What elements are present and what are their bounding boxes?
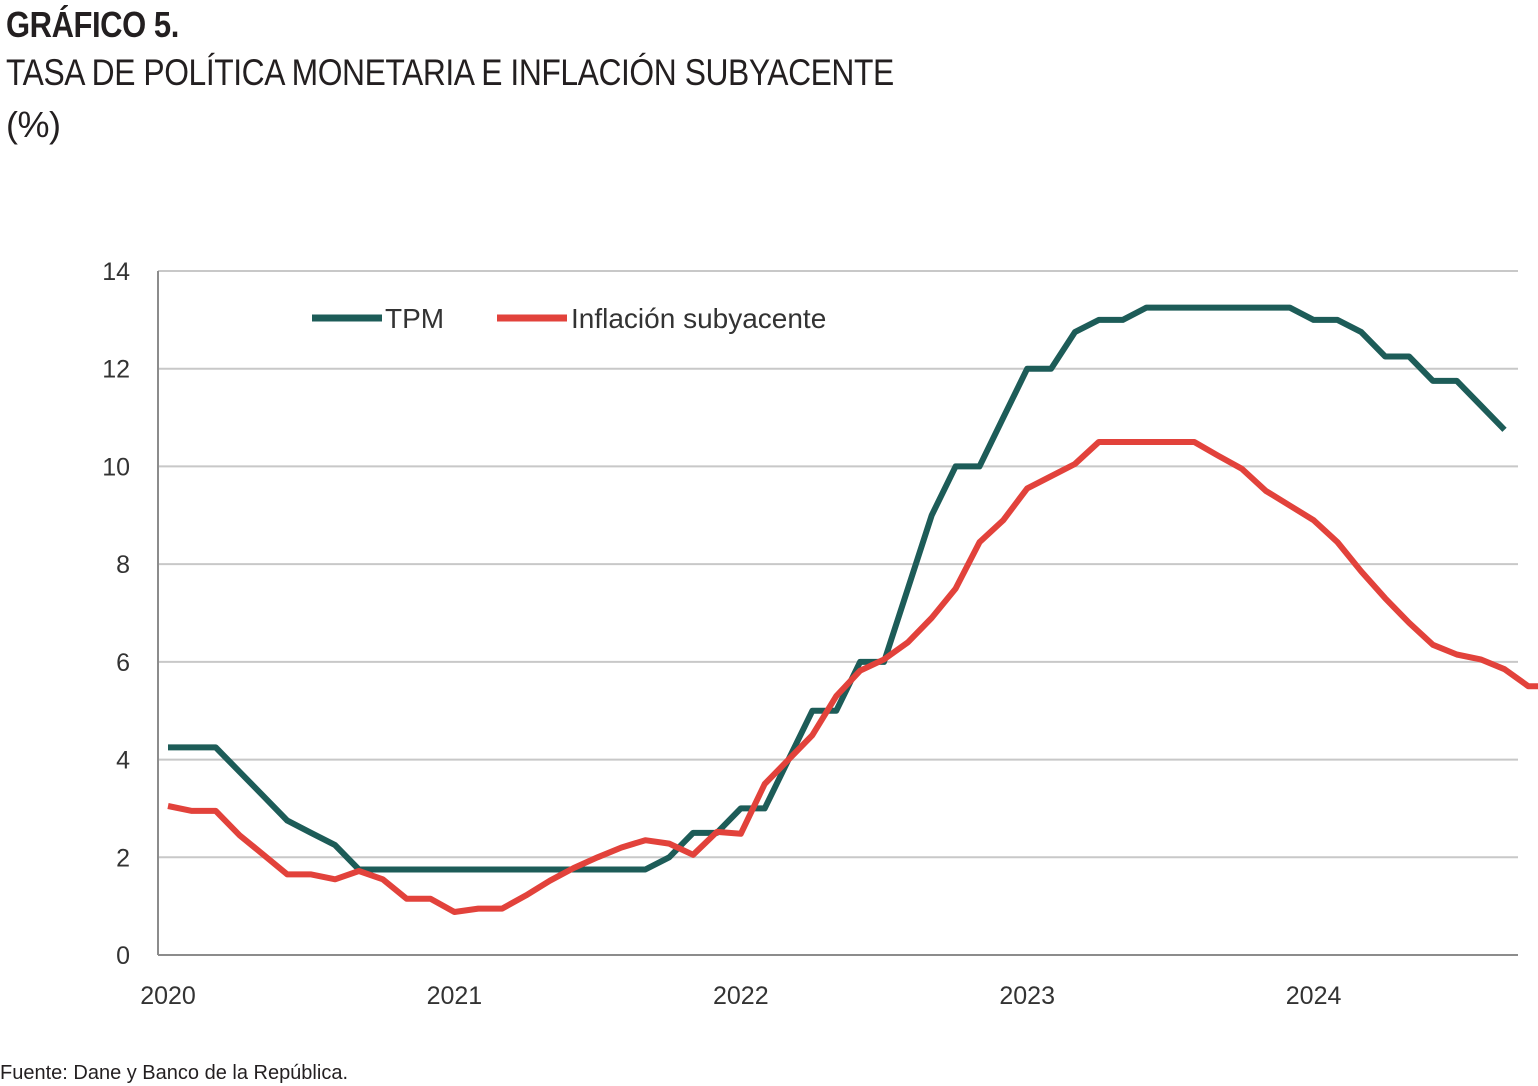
- y-tick-label: 4: [116, 747, 130, 775]
- x-tick-label: 2024: [1286, 982, 1342, 1010]
- y-tick-label: 12: [102, 356, 130, 384]
- chart-label: GRÁFICO 5.: [6, 4, 179, 45]
- y-tick-label: 0: [116, 942, 130, 970]
- y-tick-label: 10: [102, 453, 130, 481]
- y-tick-label: 6: [116, 649, 130, 677]
- y-tick-label: 8: [116, 551, 130, 579]
- chart-unit: (%): [6, 104, 61, 145]
- y-axis: 0 2 4 6 8 10 12 14: [102, 258, 159, 970]
- grid-lines: [158, 270, 1518, 859]
- source-note: Fuente: Dane y Banco de la República.: [0, 1062, 348, 1084]
- y-tick-label: 2: [116, 844, 130, 872]
- series-line-core-inflation: [167, 439, 1538, 915]
- x-tick-label: 2021: [427, 982, 483, 1010]
- x-tick-label: 2023: [999, 982, 1055, 1010]
- series-group: [167, 304, 1538, 915]
- legend-label-core-inflation: Inflación subyacente: [571, 303, 826, 334]
- chart-title: TASA DE POLÍTICA MONETARIA E INFLACIÓN S…: [6, 52, 894, 93]
- legend-label-tpm: TPM: [385, 303, 444, 334]
- legend: TPM Inflación subyacente: [312, 303, 826, 334]
- x-tick-label: 2022: [713, 982, 769, 1010]
- x-tick-label: 2020: [140, 982, 196, 1010]
- y-tick-label: 14: [102, 258, 130, 286]
- series-line-tpm: [168, 304, 1507, 873]
- x-axis: 2020 2021 2022 2023 2024: [140, 954, 1518, 1010]
